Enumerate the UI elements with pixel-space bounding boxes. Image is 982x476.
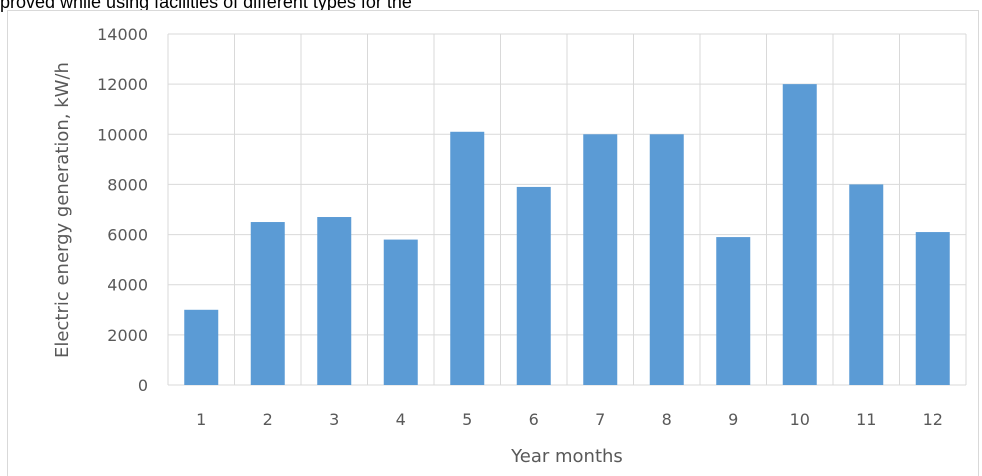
bar-month-8	[649, 134, 684, 385]
x-tick-label: 7	[595, 410, 605, 429]
x-tick-label: 5	[462, 410, 472, 429]
x-tick-label: 8	[662, 410, 672, 429]
x-tick-label: 3	[329, 410, 339, 429]
caption-fragment: proved while using facilities of differe…	[0, 0, 412, 12]
y-tick-label: 2000	[107, 326, 148, 345]
y-tick-label: 12000	[97, 75, 148, 94]
x-tick-label: 12	[923, 410, 943, 429]
y-tick-label: 4000	[107, 276, 148, 295]
bar-month-3	[317, 217, 352, 385]
bars	[184, 84, 950, 386]
bar-month-5	[450, 131, 485, 385]
y-axis-title: Electric energy generation, kW/h	[52, 62, 73, 358]
x-tick-label: 9	[728, 410, 738, 429]
chart-frame	[7, 10, 979, 476]
x-tick-label: 2	[263, 410, 273, 429]
x-tick-label: 6	[529, 410, 539, 429]
bar-month-10	[782, 84, 817, 386]
bar-month-1	[184, 309, 219, 385]
y-tick-label: 14000	[97, 25, 148, 44]
bar-month-11	[849, 184, 884, 385]
bar-month-7	[583, 134, 618, 385]
grid-lines	[167, 33, 967, 386]
x-tick-label: 10	[790, 410, 810, 429]
x-tick-labels: 1 2 3 4 5 6 7 8 9 10 11 12	[196, 410, 943, 429]
y-tick-label: 8000	[107, 175, 148, 194]
bar-month-9	[716, 237, 751, 385]
y-tick-label: 0	[138, 376, 148, 395]
y-tick-label: 10000	[97, 125, 148, 144]
x-tick-label: 1	[196, 410, 206, 429]
bar-month-12	[915, 232, 950, 385]
x-tick-label: 4	[396, 410, 406, 429]
bar-month-2	[250, 222, 285, 385]
y-tick-label: 6000	[107, 226, 148, 245]
x-axis-title: Year months	[510, 446, 623, 467]
bar-month-4	[383, 239, 418, 385]
x-tick-label: 11	[856, 410, 876, 429]
y-tick-labels: 0 2000 4000 6000 8000 10000 12000 14000	[97, 25, 148, 395]
bar-month-6	[516, 186, 551, 385]
